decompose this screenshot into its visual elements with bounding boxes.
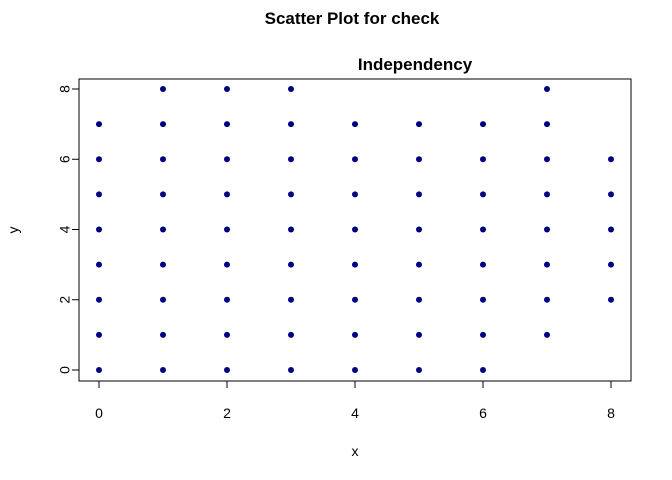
scatter-point	[416, 261, 422, 268]
scatter-point	[160, 296, 166, 303]
scatter-point	[224, 121, 230, 128]
scatter-point	[544, 296, 550, 303]
scatter-point	[544, 261, 550, 268]
scatter-point	[608, 226, 614, 233]
scatter-point	[352, 296, 358, 303]
scatter-point	[352, 226, 358, 233]
scatter-point	[288, 86, 294, 92]
scatter-point	[160, 261, 166, 268]
scatter-point	[480, 226, 486, 233]
scatter-point	[96, 191, 102, 198]
x-tick-label: 0	[95, 405, 103, 421]
scatter-point	[224, 261, 230, 268]
scatter-point	[224, 191, 230, 198]
scatter-point	[416, 331, 422, 338]
scatter-point	[480, 156, 486, 163]
scatter-point	[416, 296, 422, 303]
y-tick-label: 6	[57, 155, 73, 163]
scatter-point	[96, 226, 102, 233]
y-tick-label: 0	[57, 366, 73, 374]
scatter-point	[416, 367, 422, 373]
scatter-point	[480, 121, 486, 128]
scatter-point	[480, 191, 486, 198]
scatter-point	[480, 261, 486, 268]
scatter-point	[160, 191, 166, 198]
scatter-point	[480, 367, 486, 373]
scatter-point	[160, 156, 166, 163]
scatter-point	[608, 296, 614, 303]
chart-title: Scatter Plot for check	[265, 9, 440, 28]
x-tick-label: 8	[607, 405, 615, 421]
scatter-point	[352, 367, 358, 373]
scatter-point	[352, 156, 358, 163]
scatter-point	[96, 156, 102, 163]
scatter-point	[416, 156, 422, 163]
scatter-point	[288, 296, 294, 303]
x-axis-label: x	[352, 443, 359, 459]
y-tick-label: 2	[57, 296, 73, 304]
scatter-point	[160, 331, 166, 338]
scatter-point	[544, 121, 550, 128]
scatter-point	[352, 191, 358, 198]
scatter-point	[416, 226, 422, 233]
x-axis: 0 2 4 6 8	[95, 380, 615, 421]
scatter-point	[160, 226, 166, 233]
scatter-point	[96, 296, 102, 303]
scatter-point	[480, 331, 486, 338]
scatter-point	[224, 156, 230, 163]
scatter-point	[544, 226, 550, 233]
chart-subtitle: Independency	[358, 55, 473, 74]
scatter-point	[288, 121, 294, 128]
scatter-point	[160, 367, 166, 373]
scatter-point	[480, 296, 486, 303]
scatter-point	[608, 191, 614, 198]
scatter-point	[224, 86, 230, 92]
data-points	[96, 86, 614, 373]
scatter-point	[224, 331, 230, 338]
scatter-point	[288, 226, 294, 233]
scatter-point	[288, 191, 294, 198]
scatter-point	[96, 367, 102, 373]
scatter-point	[288, 156, 294, 163]
scatter-point	[544, 86, 550, 92]
x-tick-label: 6	[479, 405, 487, 421]
scatter-point	[160, 121, 166, 128]
scatter-point	[608, 156, 614, 163]
scatter-point	[224, 226, 230, 233]
x-tick-label: 4	[351, 405, 359, 421]
scatter-point	[288, 367, 294, 373]
y-axis: 0 2 4 6 8	[57, 85, 80, 374]
scatter-point	[96, 331, 102, 338]
scatter-point	[224, 296, 230, 303]
scatter-point	[224, 367, 230, 373]
scatter-point	[416, 121, 422, 128]
scatter-point	[608, 261, 614, 268]
scatter-point	[352, 331, 358, 338]
y-tick-label: 4	[57, 225, 73, 233]
scatter-point	[288, 331, 294, 338]
scatter-point	[544, 331, 550, 338]
scatter-point	[96, 121, 102, 128]
y-tick-label: 8	[57, 85, 73, 93]
scatter-point	[352, 261, 358, 268]
scatter-point	[544, 156, 550, 163]
x-tick-label: 2	[223, 405, 231, 421]
scatter-point	[96, 261, 102, 268]
scatter-point	[288, 261, 294, 268]
scatter-point	[160, 86, 166, 92]
scatter-point	[544, 191, 550, 198]
scatter-point	[416, 191, 422, 198]
scatter-point	[352, 121, 358, 128]
y-axis-label: y	[5, 227, 21, 234]
